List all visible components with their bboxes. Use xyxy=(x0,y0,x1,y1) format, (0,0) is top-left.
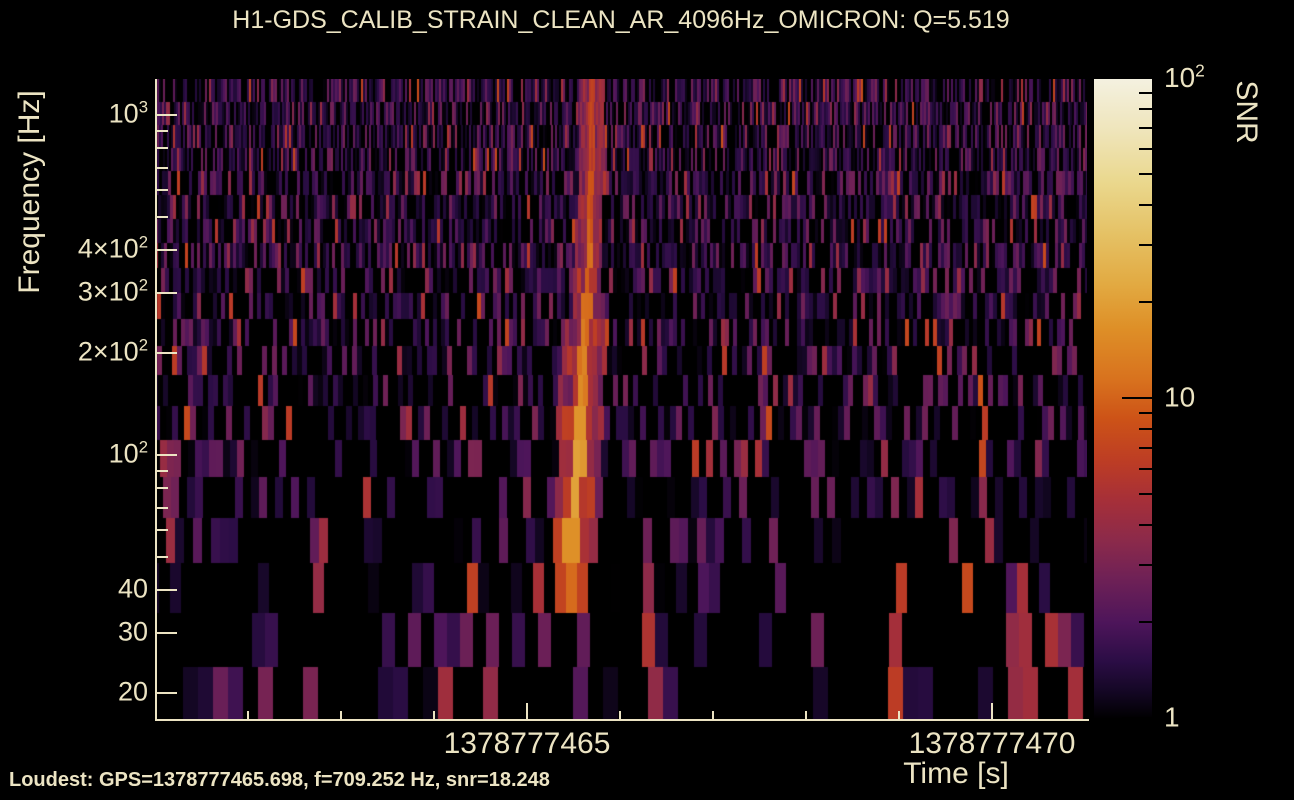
colorbar-tick xyxy=(1139,524,1152,527)
y-axis-tick xyxy=(157,631,177,634)
x-axis-major-tick xyxy=(991,703,993,719)
y-tick-label: 4×102 xyxy=(77,233,148,265)
x-axis-tick xyxy=(619,711,621,719)
colorbar-tick xyxy=(1139,564,1152,567)
y-tick-label: 102 xyxy=(108,437,148,469)
loudest-trigger-text: Loudest: GPS=1378777465.698, f=709.252 H… xyxy=(9,769,550,791)
x-axis-tick xyxy=(712,711,714,719)
colorbar-tick xyxy=(1122,397,1152,399)
y-axis-tick xyxy=(157,556,168,559)
colorbar-tick-label: 10 xyxy=(1164,381,1196,413)
colorbar-tick xyxy=(1139,446,1152,449)
y-axis-tick xyxy=(157,454,177,456)
y-axis-tick xyxy=(157,351,177,354)
colorbar-tick xyxy=(1139,467,1152,470)
x-axis-major-tick xyxy=(526,703,528,719)
y-tick-label: 2×102 xyxy=(77,335,148,367)
y-axis-tick xyxy=(157,691,177,694)
x-axis-line xyxy=(155,719,1089,721)
y-axis-tick xyxy=(157,529,168,532)
colorbar-tick xyxy=(1122,717,1152,719)
y-axis-tick xyxy=(157,114,177,116)
x-axis-title: Time [s] xyxy=(903,757,1009,790)
colorbar-tick xyxy=(1139,126,1152,129)
colorbar-tick xyxy=(1139,173,1152,176)
colorbar-tick xyxy=(1139,108,1152,110)
y-tick-label: 3×102 xyxy=(77,275,148,307)
colorbar-tick xyxy=(1139,91,1152,94)
y-axis-tick xyxy=(157,166,168,169)
colorbar-tick xyxy=(1139,300,1152,303)
plot-title: H1-GDS_CALIB_STRAIN_CLEAN_AR_4096Hz_OMIC… xyxy=(232,6,1010,34)
x-tick-label: 1378777465 xyxy=(443,727,611,760)
colorbar-tick-label: 1 xyxy=(1164,701,1180,733)
x-axis-tick xyxy=(898,711,900,719)
spectrogram-canvas xyxy=(155,79,1087,720)
colorbar-tick xyxy=(1122,77,1152,79)
colorbar-tick xyxy=(1139,620,1152,623)
colorbar-tick xyxy=(1139,204,1152,207)
colorbar-tick xyxy=(1139,147,1152,150)
y-axis-tick xyxy=(157,249,177,252)
y-axis-tick xyxy=(157,146,168,149)
x-axis-tick xyxy=(433,711,435,719)
y-axis-tick xyxy=(157,129,168,132)
colorbar-tick xyxy=(1139,411,1152,414)
colorbar-gradient xyxy=(1094,79,1152,719)
y-tick-label: 20 xyxy=(117,675,148,706)
y-axis-tick xyxy=(157,589,177,592)
colorbar-tick xyxy=(1139,493,1152,496)
y-tick-label: 103 xyxy=(108,97,148,129)
x-axis-tick xyxy=(805,711,807,719)
colorbar-title: SNR xyxy=(1230,80,1263,144)
y-axis-tick xyxy=(157,291,177,294)
y-axis-tick xyxy=(157,486,168,489)
y-axis-tick xyxy=(157,469,168,472)
x-axis-tick xyxy=(247,711,249,719)
y-axis-tick xyxy=(157,189,168,192)
y-axis-tick xyxy=(157,506,168,509)
x-tick-label: 1378777470 xyxy=(908,727,1076,760)
y-axis-line xyxy=(155,79,157,721)
y-tick-label: 40 xyxy=(117,573,148,604)
colorbar-tick xyxy=(1139,428,1152,430)
y-axis-title: Frequency [Hz] xyxy=(13,90,46,294)
x-axis-tick xyxy=(340,711,342,719)
y-axis-tick xyxy=(157,216,168,219)
colorbar-tick-label: 102 xyxy=(1164,60,1205,93)
y-tick-label: 30 xyxy=(117,616,148,647)
colorbar-tick xyxy=(1139,244,1152,247)
